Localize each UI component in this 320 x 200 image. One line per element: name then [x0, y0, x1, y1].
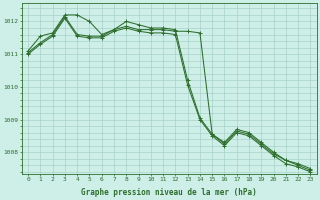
X-axis label: Graphe pression niveau de la mer (hPa): Graphe pression niveau de la mer (hPa): [81, 188, 257, 197]
